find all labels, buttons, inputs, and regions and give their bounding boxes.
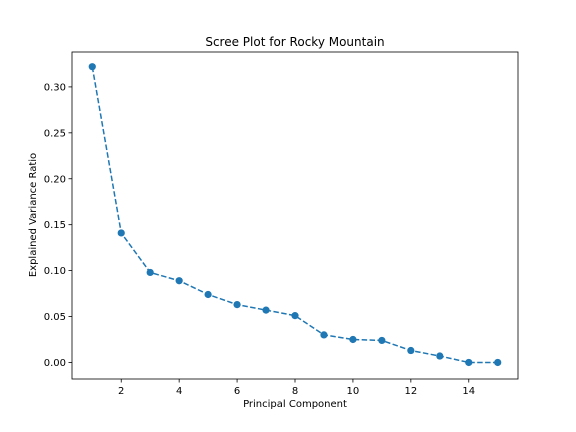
y-tick-label: 0.10 bbox=[44, 266, 66, 277]
data-point bbox=[291, 312, 299, 320]
data-point bbox=[146, 268, 154, 277]
data-point bbox=[407, 346, 415, 355]
x-tick-label: 14 bbox=[462, 386, 475, 397]
y-axis-label: Explained Variance Ratio bbox=[28, 153, 39, 277]
x-axis-label: Principal Component bbox=[243, 399, 347, 410]
chart-title: Scree Plot for Rocky Mountain bbox=[205, 35, 384, 49]
y-tick-label: 0.00 bbox=[44, 358, 66, 369]
x-tick-label: 8 bbox=[292, 386, 298, 397]
x-tick-label: 2 bbox=[118, 386, 124, 397]
y-tick-label: 0.20 bbox=[44, 174, 66, 185]
y-axis: 0.00 0.05 0.10 0.15 0.20 0.25 0.30 bbox=[44, 82, 72, 369]
x-tick-label: 6 bbox=[234, 386, 240, 397]
data-point bbox=[320, 331, 328, 339]
data-point bbox=[117, 229, 125, 237]
data-point bbox=[465, 358, 473, 367]
data-point bbox=[88, 63, 96, 71]
data-point bbox=[494, 358, 502, 367]
plot-area bbox=[88, 63, 502, 367]
x-tick-label: 12 bbox=[404, 386, 417, 397]
y-tick-label: 0.25 bbox=[44, 128, 66, 139]
data-point bbox=[204, 290, 212, 299]
x-axis: 2 4 6 8 10 12 14 bbox=[118, 379, 475, 397]
y-tick-label: 0.30 bbox=[44, 82, 66, 93]
y-tick-label: 0.15 bbox=[44, 220, 66, 231]
data-point bbox=[175, 277, 183, 285]
data-point bbox=[378, 336, 386, 345]
data-point bbox=[262, 306, 270, 314]
data-point bbox=[233, 300, 241, 309]
plot-frame bbox=[71, 51, 519, 380]
x-tick-label: 4 bbox=[176, 386, 182, 397]
data-point bbox=[436, 352, 444, 360]
data-point bbox=[349, 335, 357, 344]
x-tick-label: 10 bbox=[347, 386, 360, 397]
y-tick-label: 0.05 bbox=[44, 312, 66, 323]
